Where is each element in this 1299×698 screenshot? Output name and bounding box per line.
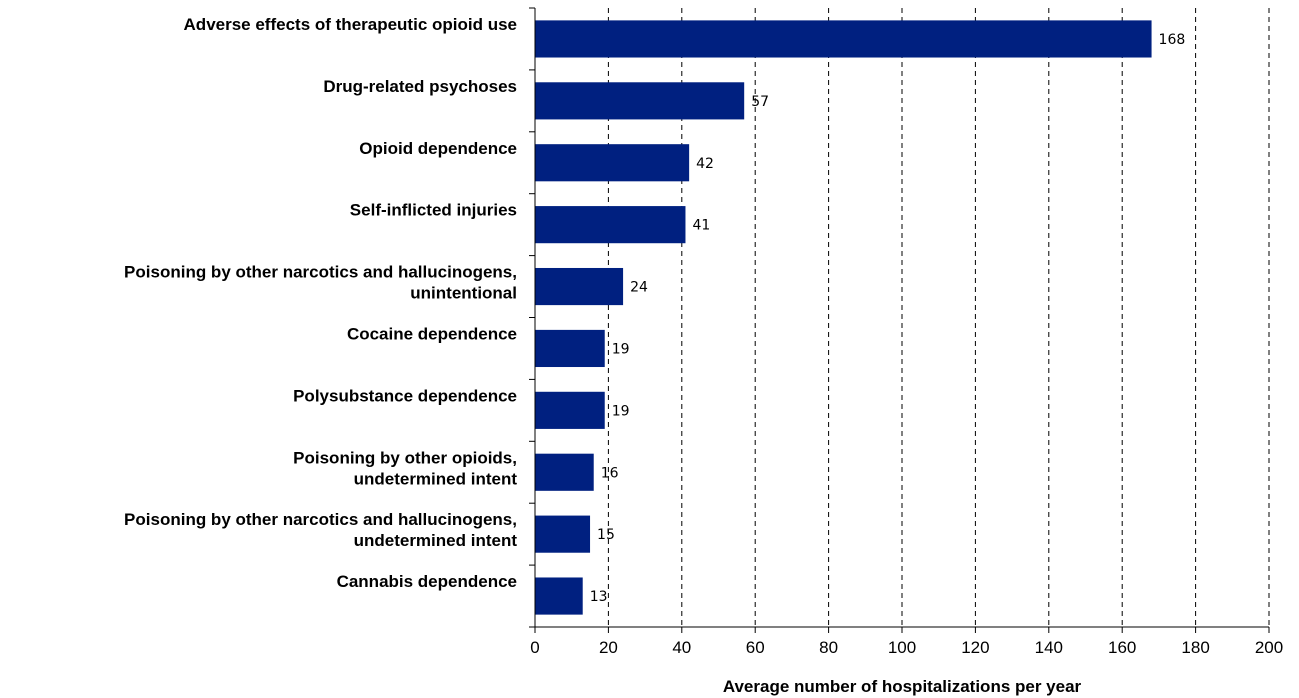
category-label: Poisoning by other narcotics and halluci…	[124, 263, 517, 303]
x-tick-label: 200	[1255, 638, 1283, 657]
category-label: Cannabis dependence	[337, 572, 517, 591]
category-label: Poisoning by other narcotics and halluci…	[124, 510, 517, 550]
x-tick-label: 160	[1108, 638, 1136, 657]
category-label-line: Poisoning by other opioids,	[293, 448, 517, 467]
bar	[535, 206, 686, 244]
bar	[535, 20, 1152, 58]
bar	[535, 453, 594, 491]
data-label: 13	[590, 589, 608, 605]
category-label: Cocaine dependence	[347, 325, 517, 344]
category-label-line: Polysubstance dependence	[293, 386, 517, 405]
x-tick-label: 180	[1181, 638, 1209, 657]
x-axis-title: Average number of hospitalizations per y…	[723, 677, 1082, 696]
category-label-line: Poisoning by other narcotics and halluci…	[124, 263, 517, 282]
category-label-line: Adverse effects of therapeutic opioid us…	[184, 15, 517, 34]
bars	[535, 20, 1152, 615]
category-label: Adverse effects of therapeutic opioid us…	[184, 15, 517, 34]
x-tick-label: 40	[672, 638, 691, 657]
axes	[529, 7, 1270, 633]
category-label: Poisoning by other opioids, undetermined …	[293, 448, 517, 488]
category-label-line: Cannabis dependence	[337, 572, 517, 591]
data-label: 19	[612, 341, 630, 357]
labels: 0 20 40 60 80 100 120 140 160 180 200 168 57 42 41 24 19…	[124, 15, 1283, 657]
x-tick-label: 60	[746, 638, 765, 657]
category-label-line: Poisoning by other narcotics and halluci…	[124, 510, 517, 529]
bar	[535, 267, 624, 306]
data-label: 19	[612, 403, 630, 419]
bar	[535, 577, 583, 615]
category-label-line: Drug-related psychoses	[323, 77, 517, 96]
category-label: Self-inflicted injuries	[350, 201, 517, 220]
x-tick-label: 100	[888, 638, 916, 657]
x-tick-label: 140	[1035, 638, 1063, 657]
data-label: 57	[751, 94, 769, 110]
category-label-line: Opioid dependence	[359, 139, 517, 158]
category-label-line: unintentional	[410, 284, 517, 303]
data-label: 42	[696, 156, 714, 172]
bar	[535, 82, 745, 120]
x-tick-label: 0	[530, 638, 539, 657]
category-label: Drug-related psychoses	[323, 77, 517, 96]
category-label: Polysubstance dependence	[293, 386, 517, 405]
data-label: 16	[601, 465, 619, 481]
x-tick-label: 120	[961, 638, 989, 657]
category-label-line: Cocaine dependence	[347, 325, 517, 344]
x-tick-label: 20	[599, 638, 618, 657]
bar	[535, 515, 591, 553]
data-label: 41	[692, 218, 710, 234]
data-label: 168	[1159, 32, 1186, 48]
category-label-line: undetermined intent	[354, 531, 518, 550]
bar	[535, 144, 690, 182]
x-tick-label: 80	[819, 638, 838, 657]
category-label: Opioid dependence	[359, 139, 517, 158]
category-label-line: undetermined intent	[354, 469, 518, 488]
bar	[535, 329, 605, 368]
data-label: 15	[597, 527, 615, 543]
bar	[535, 391, 605, 429]
category-label-line: Self-inflicted injuries	[350, 201, 517, 220]
data-label: 24	[630, 280, 648, 296]
